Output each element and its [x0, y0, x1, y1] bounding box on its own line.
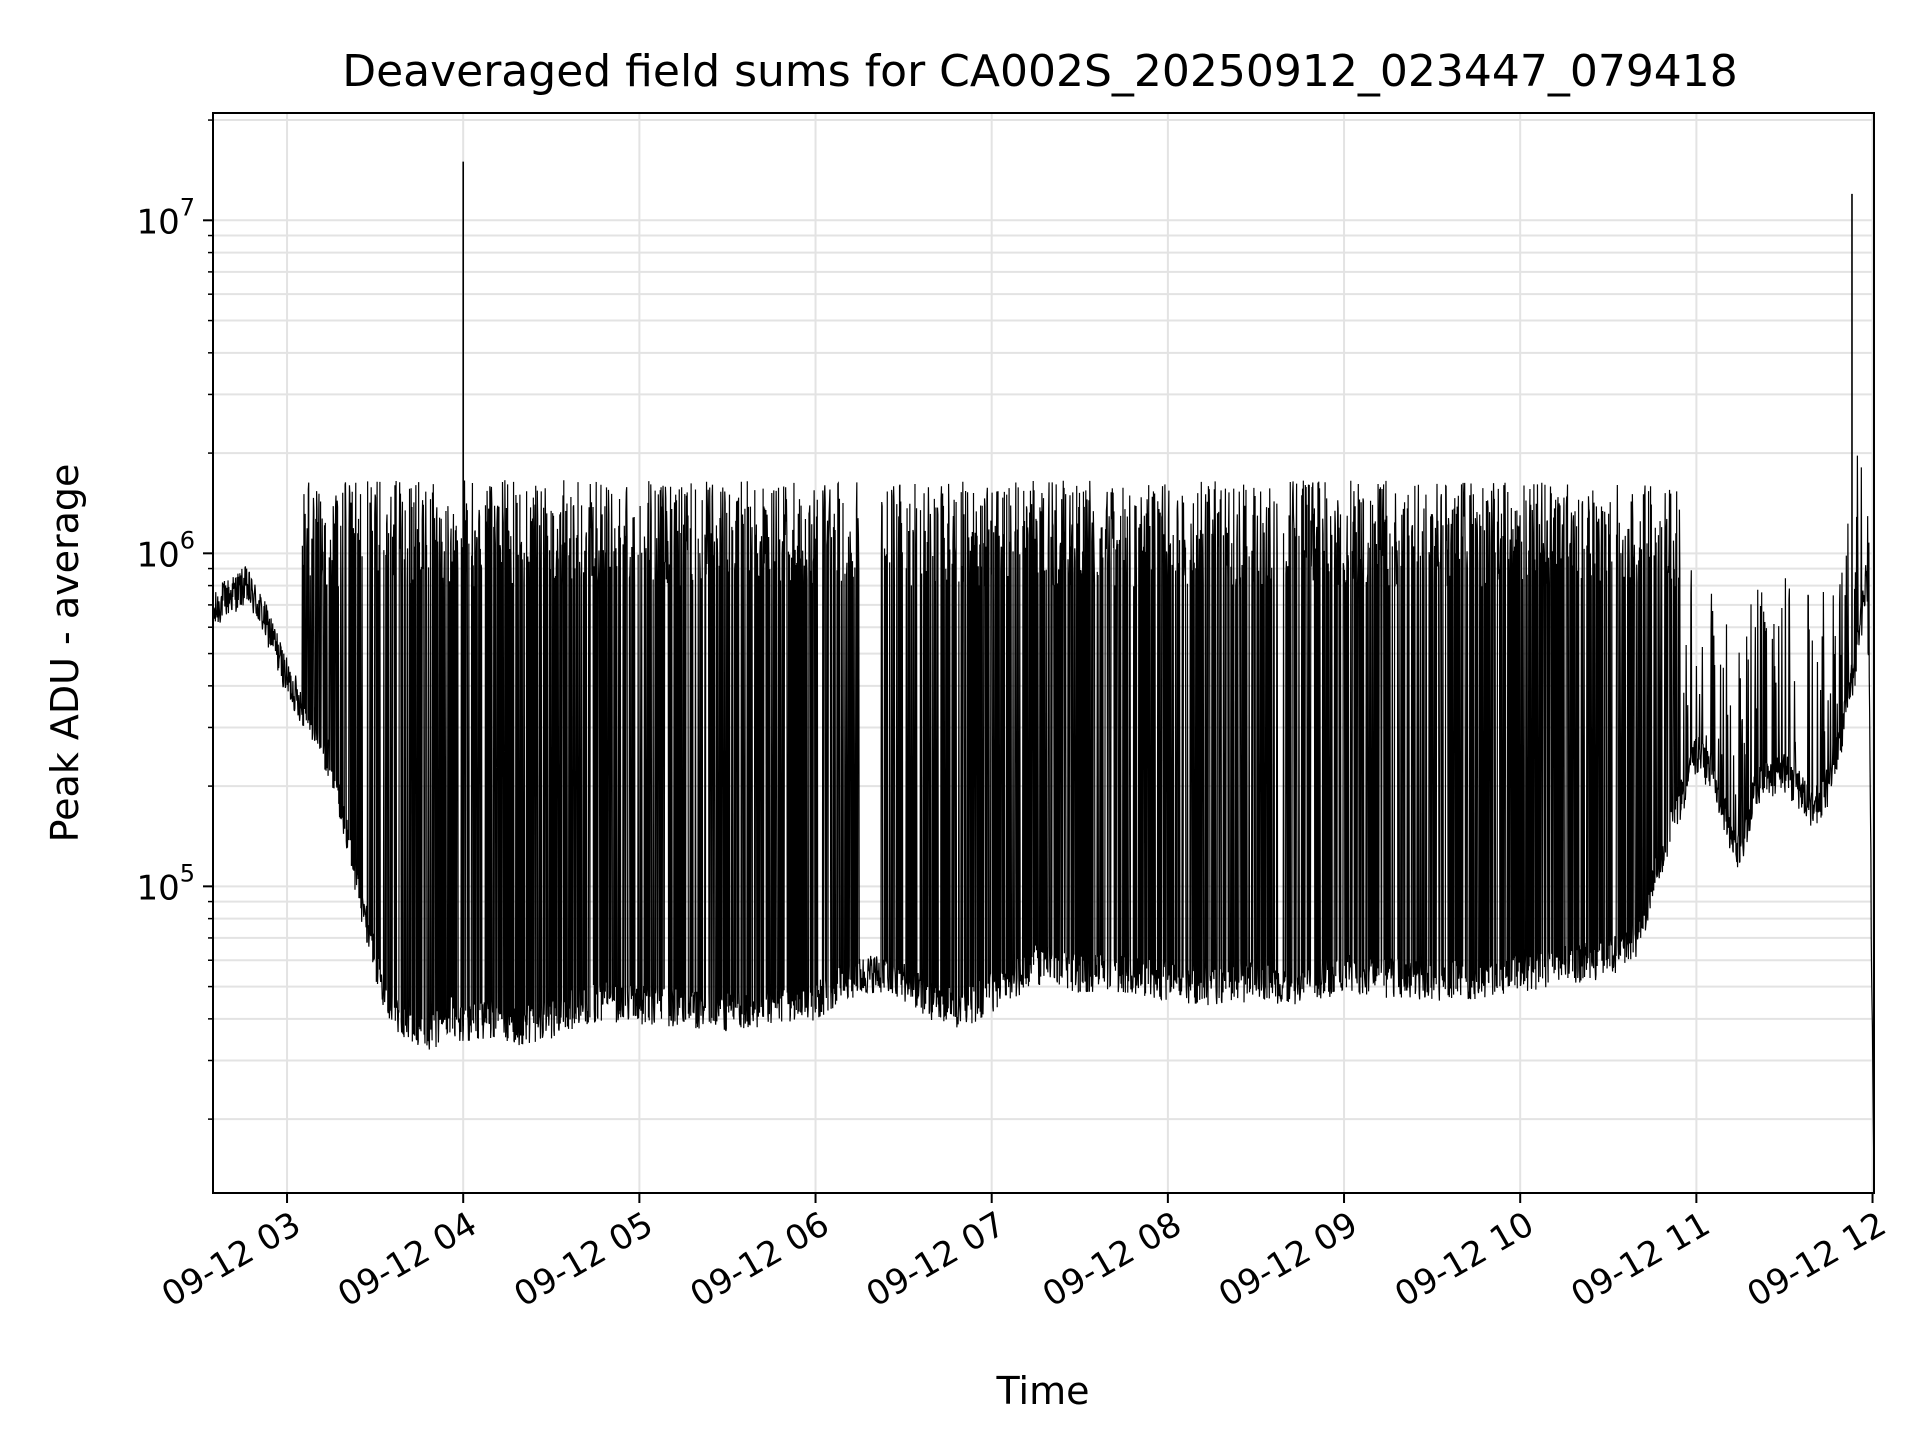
- x-tick-label: 09-12 08: [1036, 1204, 1188, 1315]
- x-tick-label: 09-12 10: [1388, 1204, 1540, 1315]
- x-tick-label: 09-12 11: [1564, 1204, 1716, 1315]
- x-tick-label: 09-12 09: [1212, 1204, 1364, 1315]
- y-tick-label: 107: [136, 193, 195, 242]
- chart-title: Deaveraged field sums for CA002S_2025091…: [342, 46, 1738, 97]
- x-axis: 09-12 03 09-12 04 09-12 05 09-12 06 09-12 07…: [155, 1193, 1893, 1315]
- x-tick-label: 09-12 06: [684, 1204, 836, 1315]
- y-axis-label: Peak ADU - average: [43, 464, 87, 843]
- y-axis: 105 106 107: [136, 119, 213, 1120]
- x-tick-label: 09-12 04: [331, 1204, 483, 1315]
- y-tick-label: 105: [136, 859, 195, 908]
- plot-area: [212, 161, 1875, 1173]
- x-tick-label: 09-12 05: [507, 1204, 659, 1315]
- x-tick-label: 09-12 03: [155, 1204, 307, 1315]
- x-axis-label: Time: [996, 1369, 1090, 1413]
- series-line: [212, 455, 1875, 1173]
- x-tick-label: 09-12 12: [1741, 1204, 1893, 1315]
- y-tick-label: 106: [136, 526, 195, 575]
- x-tick-label: 09-12 07: [860, 1204, 1012, 1315]
